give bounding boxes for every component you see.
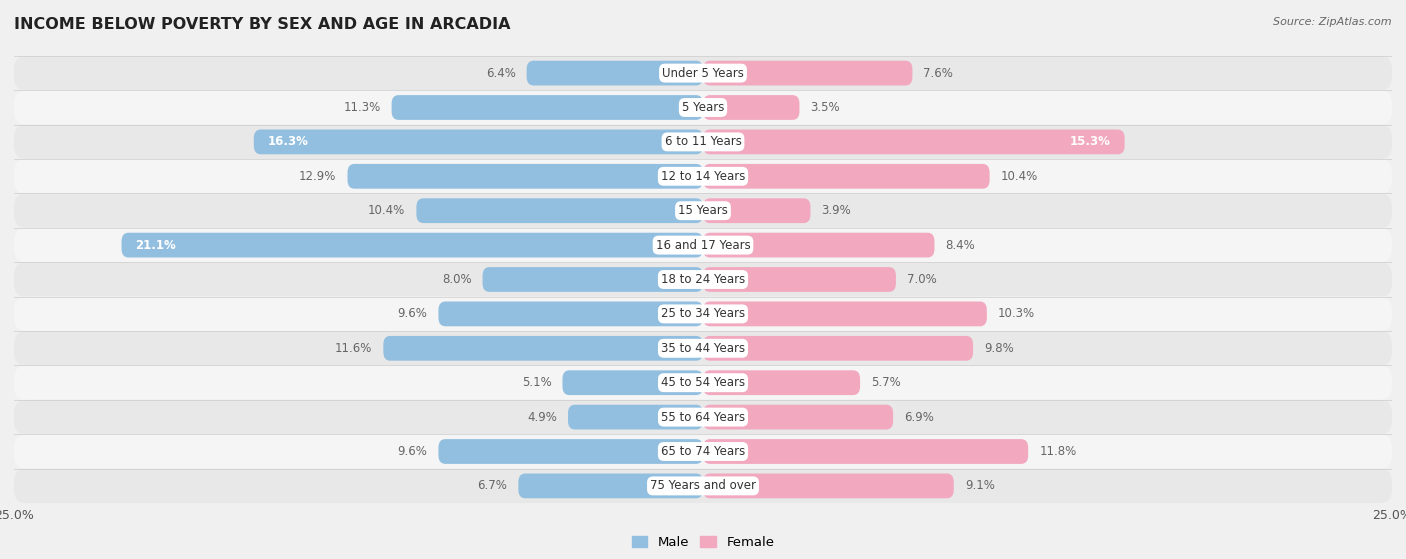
Text: 11.6%: 11.6% bbox=[335, 342, 373, 355]
Text: 25 to 34 Years: 25 to 34 Years bbox=[661, 307, 745, 320]
Text: 15 Years: 15 Years bbox=[678, 204, 728, 217]
Text: 7.6%: 7.6% bbox=[924, 67, 953, 79]
Text: 5.7%: 5.7% bbox=[872, 376, 901, 389]
Text: 75 Years and over: 75 Years and over bbox=[650, 480, 756, 492]
FancyBboxPatch shape bbox=[14, 434, 1392, 468]
FancyBboxPatch shape bbox=[14, 297, 1392, 331]
Text: 9.1%: 9.1% bbox=[965, 480, 994, 492]
FancyBboxPatch shape bbox=[14, 366, 1392, 400]
FancyBboxPatch shape bbox=[703, 405, 893, 429]
FancyBboxPatch shape bbox=[482, 267, 703, 292]
Text: 6 to 11 Years: 6 to 11 Years bbox=[665, 135, 741, 148]
FancyBboxPatch shape bbox=[527, 61, 703, 86]
FancyBboxPatch shape bbox=[703, 61, 912, 86]
Text: 11.3%: 11.3% bbox=[343, 101, 381, 114]
Text: 7.0%: 7.0% bbox=[907, 273, 936, 286]
FancyBboxPatch shape bbox=[703, 233, 935, 258]
Text: 12 to 14 Years: 12 to 14 Years bbox=[661, 170, 745, 183]
Text: 21.1%: 21.1% bbox=[135, 239, 176, 252]
Text: 35 to 44 Years: 35 to 44 Years bbox=[661, 342, 745, 355]
Legend: Male, Female: Male, Female bbox=[626, 531, 780, 555]
FancyBboxPatch shape bbox=[439, 439, 703, 464]
FancyBboxPatch shape bbox=[568, 405, 703, 429]
Text: 5.1%: 5.1% bbox=[522, 376, 551, 389]
Text: INCOME BELOW POVERTY BY SEX AND AGE IN ARCADIA: INCOME BELOW POVERTY BY SEX AND AGE IN A… bbox=[14, 17, 510, 32]
Text: 45 to 54 Years: 45 to 54 Years bbox=[661, 376, 745, 389]
FancyBboxPatch shape bbox=[703, 370, 860, 395]
Text: 10.4%: 10.4% bbox=[368, 204, 405, 217]
FancyBboxPatch shape bbox=[14, 400, 1392, 434]
FancyBboxPatch shape bbox=[703, 267, 896, 292]
Text: 8.0%: 8.0% bbox=[441, 273, 471, 286]
Text: 11.8%: 11.8% bbox=[1039, 445, 1077, 458]
FancyBboxPatch shape bbox=[14, 262, 1392, 297]
Text: 55 to 64 Years: 55 to 64 Years bbox=[661, 411, 745, 424]
Text: 9.6%: 9.6% bbox=[398, 307, 427, 320]
Text: 3.5%: 3.5% bbox=[810, 101, 841, 114]
FancyBboxPatch shape bbox=[14, 125, 1392, 159]
Text: 6.4%: 6.4% bbox=[485, 67, 516, 79]
Text: 16 and 17 Years: 16 and 17 Years bbox=[655, 239, 751, 252]
Text: 9.8%: 9.8% bbox=[984, 342, 1014, 355]
FancyBboxPatch shape bbox=[14, 56, 1392, 91]
Text: 18 to 24 Years: 18 to 24 Years bbox=[661, 273, 745, 286]
FancyBboxPatch shape bbox=[14, 331, 1392, 366]
FancyBboxPatch shape bbox=[439, 301, 703, 326]
FancyBboxPatch shape bbox=[703, 164, 990, 189]
Text: 3.9%: 3.9% bbox=[821, 204, 851, 217]
FancyBboxPatch shape bbox=[347, 164, 703, 189]
Text: 10.3%: 10.3% bbox=[998, 307, 1035, 320]
FancyBboxPatch shape bbox=[14, 91, 1392, 125]
FancyBboxPatch shape bbox=[703, 198, 810, 223]
FancyBboxPatch shape bbox=[14, 159, 1392, 193]
Text: 5 Years: 5 Years bbox=[682, 101, 724, 114]
Text: 12.9%: 12.9% bbox=[299, 170, 336, 183]
FancyBboxPatch shape bbox=[562, 370, 703, 395]
Text: 6.7%: 6.7% bbox=[478, 480, 508, 492]
Text: 10.4%: 10.4% bbox=[1001, 170, 1038, 183]
Text: 6.9%: 6.9% bbox=[904, 411, 934, 424]
FancyBboxPatch shape bbox=[254, 130, 703, 154]
Text: 8.4%: 8.4% bbox=[945, 239, 976, 252]
FancyBboxPatch shape bbox=[703, 439, 1028, 464]
FancyBboxPatch shape bbox=[121, 233, 703, 258]
Text: 15.3%: 15.3% bbox=[1070, 135, 1111, 148]
Text: Source: ZipAtlas.com: Source: ZipAtlas.com bbox=[1274, 17, 1392, 27]
Text: 16.3%: 16.3% bbox=[267, 135, 308, 148]
FancyBboxPatch shape bbox=[703, 336, 973, 361]
Text: 4.9%: 4.9% bbox=[527, 411, 557, 424]
Text: 9.6%: 9.6% bbox=[398, 445, 427, 458]
FancyBboxPatch shape bbox=[14, 193, 1392, 228]
FancyBboxPatch shape bbox=[384, 336, 703, 361]
FancyBboxPatch shape bbox=[392, 95, 703, 120]
FancyBboxPatch shape bbox=[703, 95, 800, 120]
FancyBboxPatch shape bbox=[703, 130, 1125, 154]
FancyBboxPatch shape bbox=[416, 198, 703, 223]
FancyBboxPatch shape bbox=[703, 301, 987, 326]
FancyBboxPatch shape bbox=[14, 228, 1392, 262]
Text: 65 to 74 Years: 65 to 74 Years bbox=[661, 445, 745, 458]
FancyBboxPatch shape bbox=[703, 473, 953, 498]
FancyBboxPatch shape bbox=[519, 473, 703, 498]
FancyBboxPatch shape bbox=[14, 468, 1392, 503]
Text: Under 5 Years: Under 5 Years bbox=[662, 67, 744, 79]
